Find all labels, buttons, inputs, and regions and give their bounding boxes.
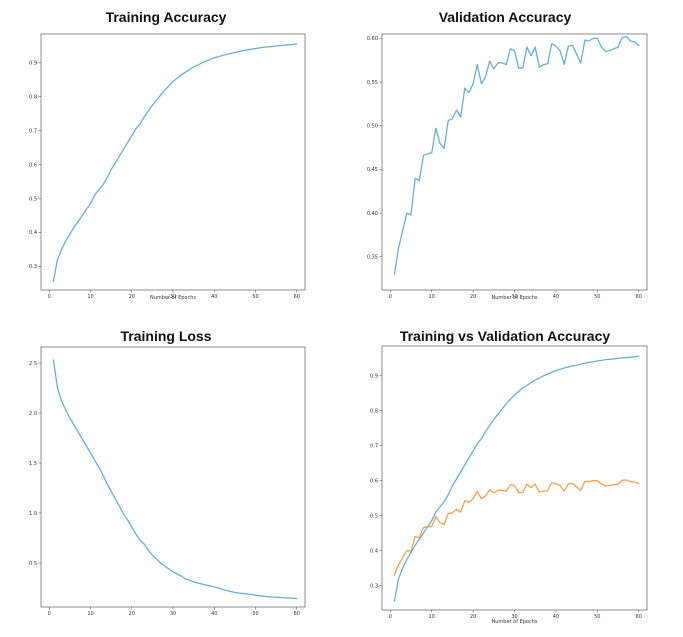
x-tick-label: 60: [636, 294, 642, 300]
x-tick-label: 40: [211, 611, 217, 617]
y-tick-label: 0.6: [29, 162, 37, 168]
chart-panel-training-loss: Training Loss 0 10 20 30 40 50 60 0.5 1.0 1.5 2.0 2…: [0, 318, 341, 637]
y-tick-label: 0.9: [370, 374, 378, 380]
y-tick-label: 2.0: [29, 411, 37, 417]
x-tick-label: 0: [389, 614, 392, 620]
x-tick-label: 20: [470, 614, 476, 620]
x-tick-label: 20: [129, 294, 135, 300]
x-tick-label: 50: [594, 614, 600, 620]
y-tick-label: 0.35: [367, 255, 378, 261]
y-tick-label: 0.9: [29, 61, 37, 67]
y-tick-label: 0.8: [370, 408, 378, 414]
y-tick-label: 0.3: [370, 583, 378, 589]
x-tick-label: 40: [553, 294, 559, 300]
y-tick-label: 0.7: [29, 128, 37, 134]
y-tick-label: 0.4: [370, 548, 378, 554]
x-tick-label: 10: [87, 611, 93, 617]
chart-training-accuracy: 0 10 20 30 40 50 60 0.3 0.4 0.5 0.6 0.7 0.8 0.9 Number…: [29, 33, 306, 301]
chart-panel-training-vs-validation: Training vs Validation Accuracy 0 10 20 30 4…: [341, 318, 683, 637]
x-tick-label: 40: [553, 614, 559, 620]
y-tick-label: 0.8: [29, 95, 37, 101]
series-line-0: [52, 43, 298, 283]
y-tick-label: 0.7: [370, 443, 378, 449]
series-line-1: [393, 479, 640, 576]
chart-title: Training vs Validation Accuracy: [399, 328, 611, 344]
chart-training-vs-validation-accuracy: 0 10 20 30 40 50 60 0.3 0.4 0.5 0.6 0.7 0.8 0.9 Number…: [370, 345, 648, 625]
y-tick-label: 2.5: [29, 361, 37, 367]
y-tick-label: 0.60: [367, 36, 378, 42]
x-tick-label: 20: [129, 611, 135, 617]
x-axis-label: Number of Epochs: [492, 295, 538, 301]
x-tick-label: 50: [594, 294, 600, 300]
y-tick-label: 0.4: [29, 230, 37, 236]
chart-validation-accuracy: 0 10 20 30 40 50 60 0.35 0.40 0.45 0.50 0.55 0.60 Num…: [367, 33, 648, 301]
x-tick-label: 30: [170, 611, 176, 617]
x-tick-label: 10: [429, 614, 435, 620]
plot-frame: [40, 33, 306, 291]
x-tick-label: 50: [252, 294, 258, 300]
x-axis-label: Number of Epochs: [150, 295, 196, 301]
chart-title: Validation Accuracy: [438, 9, 572, 25]
y-tick-label: 0.45: [367, 167, 378, 173]
chart-title: Training Loss: [120, 328, 212, 344]
y-tick-label: 0.6: [370, 478, 378, 484]
x-tick-label: 30: [170, 294, 176, 300]
x-tick-label: 60: [294, 294, 300, 300]
y-tick-label: 0.50: [367, 124, 378, 130]
x-tick-label: 10: [429, 294, 435, 300]
y-tick-label: 0.40: [367, 211, 378, 217]
y-tick-label: 1.5: [29, 461, 37, 467]
y-tick-label: 0.5: [370, 513, 378, 519]
x-tick-label: 10: [87, 294, 93, 300]
x-tick-label: 60: [636, 614, 642, 620]
plot-frame: [381, 345, 648, 611]
chart-panel-training-accuracy: Training Accuracy 0 10 20 30 40 50 60 0.3 0.4 0.5…: [0, 0, 341, 318]
y-tick-label: 0.55: [367, 80, 378, 86]
series-line-0: [52, 359, 298, 600]
y-tick-label: 0.3: [29, 264, 37, 270]
x-tick-label: 60: [294, 611, 300, 617]
chart-title: Training Accuracy: [105, 9, 227, 25]
y-tick-label: 0.5: [29, 196, 37, 202]
x-tick-label: 0: [48, 294, 51, 300]
x-tick-label: 20: [470, 294, 476, 300]
x-tick-label: 40: [211, 294, 217, 300]
series-line-0: [393, 35, 640, 275]
x-tick-label: 30: [511, 294, 517, 300]
x-tick-label: 0: [389, 294, 392, 300]
chart-panel-validation-accuracy: Validation Accuracy 0 10 20 30 40 50 60 0.35 0.4…: [341, 0, 683, 318]
chart-training-loss: 0 10 20 30 40 50 60 0.5 1.0 1.5 2.0 2.5: [29, 346, 306, 617]
y-tick-label: 1.0: [29, 511, 37, 517]
y-tick-label: 0.5: [29, 561, 37, 567]
x-tick-label: 0: [48, 611, 51, 617]
series-line-0: [393, 355, 640, 602]
x-tick-label: 30: [511, 614, 517, 620]
x-axis-label: Number of Epochs: [492, 619, 538, 625]
x-tick-label: 50: [252, 611, 258, 617]
plot-frame: [40, 346, 306, 608]
